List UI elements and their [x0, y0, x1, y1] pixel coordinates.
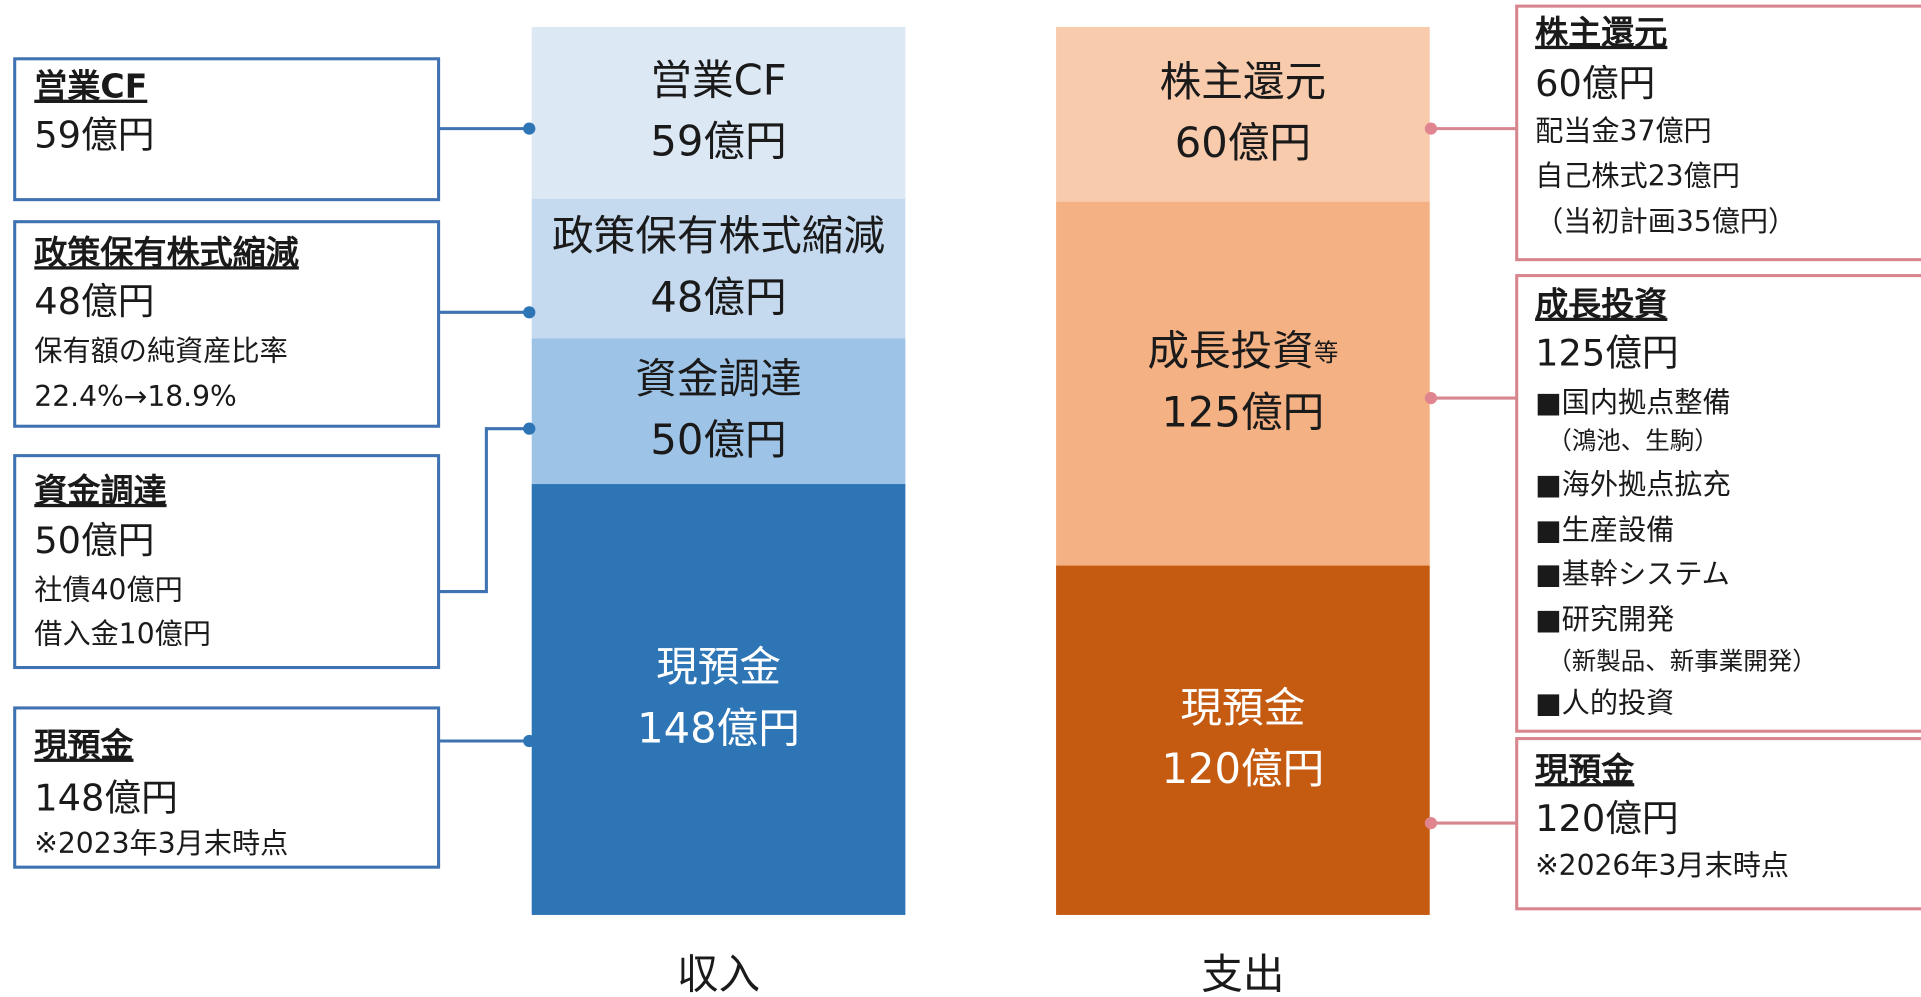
segment-value-label: 120億円 — [1162, 744, 1325, 793]
segment-name-text: 株主還元 — [1160, 57, 1327, 106]
segment-name-text: 現預金 — [656, 642, 781, 691]
callout-note: ■国内拠点整備 — [1535, 386, 1731, 419]
connector-dot — [1424, 122, 1438, 135]
segment-name: 政策保有株式縮減 — [552, 211, 885, 260]
callout-note: ■基幹システム — [1535, 558, 1730, 591]
segment-value-label: 59億円 — [650, 117, 786, 166]
segment — [1056, 26, 1430, 202]
category-label: 支出 — [1201, 949, 1284, 997]
callout-note: （新製品、新事業開発） — [1547, 647, 1816, 676]
segment — [1056, 201, 1430, 566]
segment-name-text: 資金調達 — [635, 354, 802, 403]
callout-amount: 120億円 — [1535, 797, 1679, 840]
callout-amount: 50億円 — [34, 519, 154, 562]
segment-name-text: 営業CF — [650, 55, 786, 104]
callout-title: 資金調達 — [34, 471, 166, 510]
segment-value-label: 60億円 — [1175, 118, 1311, 167]
callout-title: 営業CF — [34, 67, 147, 106]
callout-note: ※2026年3月末時点 — [1535, 849, 1789, 882]
segment-name-text: 現預金 — [1180, 683, 1305, 732]
callout-amount: 60億円 — [1535, 62, 1655, 105]
segment-name: 営業CF — [650, 55, 786, 104]
callout-title: 株主還元 — [1535, 13, 1667, 52]
connector-dot — [523, 122, 536, 135]
callout-note: 配当金37億円 — [1535, 114, 1712, 147]
segment-name: 成長投資等 — [1147, 326, 1338, 375]
segment-name-suffix: 等 — [1314, 338, 1339, 367]
callout-amount: 125億円 — [1535, 332, 1679, 375]
segment — [531, 198, 906, 339]
segment — [1056, 565, 1430, 915]
callout-note: ■人的投資 — [1535, 686, 1674, 719]
segment — [531, 26, 906, 199]
callout-box — [13, 454, 441, 670]
callout-note: ※2023年3月末時点 — [34, 827, 288, 860]
callout-box — [1515, 737, 1921, 911]
segment-value-label: 148億円 — [637, 703, 800, 752]
callout-note: （当初計画35億円） — [1535, 205, 1796, 238]
segment-name-text: 成長投資 — [1147, 326, 1314, 375]
segment-name: 株主還元 — [1160, 57, 1327, 106]
connector-dot — [1424, 816, 1438, 830]
callout-box — [13, 706, 441, 869]
segment — [531, 484, 906, 915]
callout-amount: 59億円 — [34, 114, 154, 157]
callout-note: （鴻池、生駒） — [1547, 426, 1718, 455]
callout-title: 現預金 — [34, 726, 134, 765]
segment-value-label: 50億円 — [650, 415, 786, 464]
callout-note: 借入金10億円 — [34, 618, 211, 651]
callout-box — [13, 57, 441, 202]
connector — [438, 427, 530, 594]
segment — [531, 338, 906, 485]
callout-amount: 148億円 — [34, 776, 178, 819]
connector-dot — [1424, 391, 1438, 405]
callout-note: ■海外拠点拡充 — [1535, 468, 1731, 501]
callout-amount: 48億円 — [34, 280, 154, 323]
callout-title: 現預金 — [1535, 750, 1635, 789]
callout-note: ■生産設備 — [1535, 514, 1674, 547]
callout-title: 政策保有株式縮減 — [34, 233, 299, 272]
callout-box — [1515, 274, 1921, 733]
segment-name: 現預金 — [656, 642, 781, 691]
callout-box — [13, 220, 441, 428]
callout-note: ■研究開発 — [1535, 603, 1674, 636]
callout-note: 22.4%→18.9% — [34, 380, 237, 413]
callout-note: 社債40億円 — [34, 574, 182, 607]
connector-dot — [523, 422, 536, 435]
callout-note: 保有額の純資産比率 — [34, 335, 287, 368]
segment-name: 現預金 — [1180, 683, 1305, 732]
category-label: 収入 — [677, 949, 760, 997]
callout-box — [1515, 4, 1921, 262]
segment-name: 資金調達 — [635, 354, 802, 403]
segment-name-text: 政策保有株式縮減 — [552, 211, 885, 260]
connector-dot — [523, 306, 536, 319]
segment-value-label: 48億円 — [650, 272, 786, 321]
segment-value-label: 125億円 — [1162, 387, 1325, 436]
callout-note: 自己株式23億円 — [1535, 160, 1740, 193]
callout-title: 成長投資 — [1535, 285, 1667, 324]
connector-dot — [523, 734, 536, 748]
